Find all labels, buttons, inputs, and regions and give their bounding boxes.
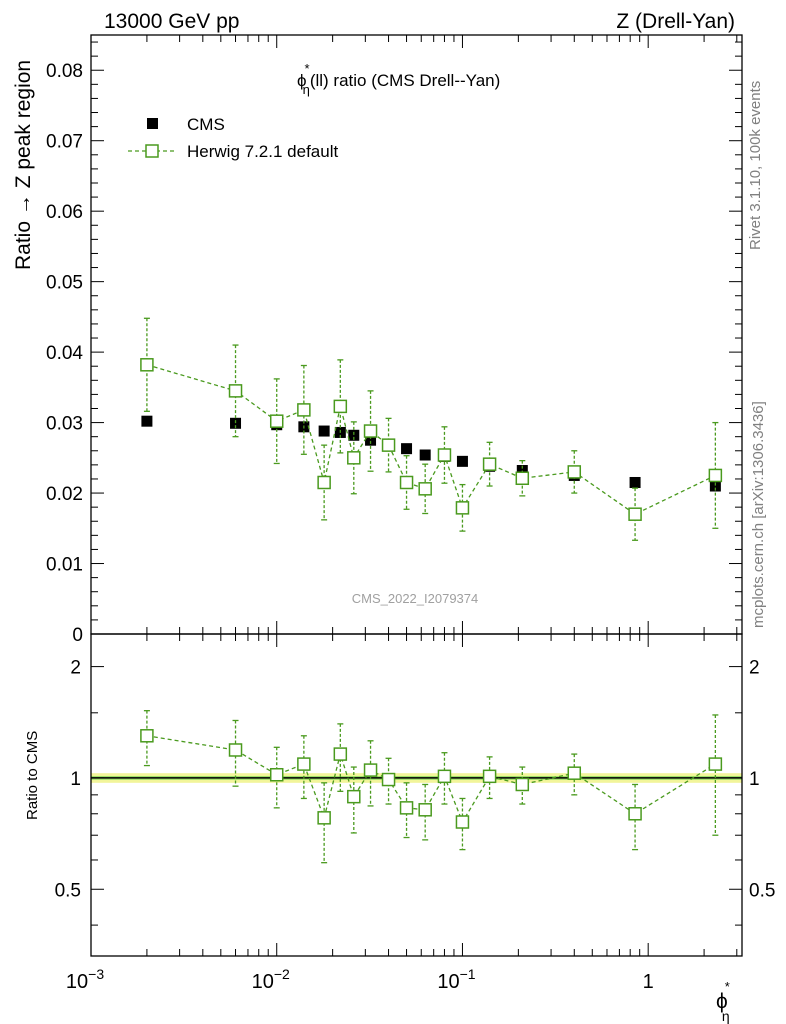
- xtick-label-base: 1: [643, 971, 654, 993]
- main-ylabel: Ratio → Z peak region: [12, 60, 35, 270]
- cms-data-point: [141, 415, 153, 427]
- xtick-label: 10−1: [437, 966, 475, 993]
- ratio-mc-point: [363, 763, 378, 777]
- xtick-label: 10−2: [252, 966, 290, 993]
- main-ytick-label: 0.06: [46, 202, 83, 223]
- cms-data-point: [629, 476, 641, 488]
- ratio-mc-point: [399, 801, 414, 815]
- main-mc-point: [317, 475, 331, 490]
- main-ytick-label: 0.01: [46, 555, 83, 576]
- cms-data-point: [456, 455, 468, 467]
- main-mc-point: [482, 457, 497, 471]
- ratio-panel: 0.5 0.51 12 210−3 10−2 10−1 1: [55, 633, 775, 993]
- legend-label-mc: Herwig 7.2.1 default: [187, 142, 338, 161]
- ratio-ytick-label-right: 2: [749, 658, 760, 679]
- cms-data-point: [709, 480, 721, 492]
- ratio-ytick-label: 1: [70, 769, 81, 790]
- main-mc-point: [567, 465, 582, 479]
- main-mc-point: [333, 399, 348, 414]
- ratio-ytick-label-right: 1: [749, 769, 760, 790]
- title-sub: η: [303, 82, 310, 97]
- xtick-label-exponent: −1: [460, 966, 476, 982]
- main-mc-point: [228, 384, 243, 398]
- main-mc-point: [347, 451, 361, 465]
- ratio-mc-point: [515, 777, 530, 792]
- xtick-label-exponent: −3: [88, 966, 104, 982]
- ratio-mc-point: [228, 743, 243, 757]
- main-ytick-label: 0: [72, 625, 83, 646]
- cms-data-point: [348, 429, 360, 441]
- main-mc-point: [269, 414, 284, 428]
- main-ytick-label: 0.02: [46, 484, 83, 505]
- main-ytick-label: 0.03: [46, 414, 83, 435]
- ratio-ylabel: Ratio to CMS: [24, 731, 41, 820]
- main-ytick-label: 0.08: [46, 61, 83, 82]
- ratio-ytick-label-right: 0.5: [749, 880, 775, 901]
- main-mc-point: [297, 403, 311, 417]
- legend-marker-mc: [145, 144, 159, 158]
- main-mc-point: [140, 358, 154, 372]
- ratio-mc-point: [708, 757, 723, 771]
- title-rest: (ll) ratio (CMS Drell--Yan): [310, 71, 500, 90]
- xtick-label-base: 10: [66, 971, 88, 993]
- cms-data-point: [401, 443, 413, 455]
- main-mc-point: [515, 471, 530, 486]
- xtick-label-base: 10: [252, 971, 274, 993]
- ratio-mc-point: [140, 729, 154, 743]
- cms-data-point: [419, 449, 431, 461]
- legend-marker-cms: [147, 118, 158, 129]
- rivet-label: Rivet 3.1.10, 100k events: [747, 81, 764, 250]
- ratio-mc-point: [628, 807, 642, 821]
- xlabel-sup: *: [725, 979, 730, 994]
- ratio-mc-point: [437, 769, 452, 784]
- chart-title: ϕ* η(ll) ratio (CMS Drell--Yan): [297, 61, 500, 97]
- ratio-mc-point: [381, 772, 396, 787]
- ratio-mc-point: [482, 769, 497, 784]
- x-axis-label: ϕ* η: [716, 979, 730, 1024]
- xtick-label-exponent: −2: [274, 966, 290, 982]
- ratio-mc-point: [567, 766, 582, 780]
- main-mc-point: [399, 475, 414, 490]
- xtick-label: 1: [643, 971, 654, 993]
- ratio-mc-point: [297, 757, 311, 771]
- main-ytick-label: 0.05: [46, 273, 83, 294]
- legend: CMS Herwig 7.2.1 default: [128, 115, 338, 161]
- ratio-mc-point: [333, 747, 348, 761]
- header-right: Z (Drell-Yan): [616, 10, 735, 33]
- ratio-mc-point: [418, 803, 432, 817]
- main-mc-point: [363, 424, 378, 438]
- ratio-frame: [90, 633, 743, 957]
- ratio-mc-point: [317, 811, 331, 825]
- cms-data-point: [516, 465, 528, 477]
- source-label: mcplots.cern.ch [arXiv:1306.3436]: [750, 401, 767, 628]
- xlabel-sub: η: [722, 1008, 730, 1024]
- title-sup: *: [305, 61, 310, 76]
- header-left: 13000 GeV pp: [104, 10, 239, 33]
- main-mc-point: [381, 438, 396, 452]
- cms-data-point: [318, 425, 330, 437]
- ratio-ytick-label: 2: [70, 658, 81, 679]
- ratio-mc-point: [455, 815, 470, 829]
- legend-label-cms: CMS: [187, 115, 225, 134]
- title-phi: ϕ: [297, 71, 307, 90]
- xtick-label: 10−3: [66, 966, 104, 993]
- main-mc-point: [628, 507, 642, 521]
- main-ytick-label: 0.04: [46, 343, 83, 364]
- xtick-label-base: 10: [437, 971, 459, 993]
- main-mc-point: [437, 448, 452, 462]
- ratio-mc-point: [269, 767, 284, 782]
- main-panel: 0 0.01 0.02 0.03 0.04 0.05 0.06 0.07 0.08: [46, 34, 743, 646]
- analysis-watermark: CMS_2022_I2079374: [352, 591, 479, 606]
- ratio-ytick-label: 0.5: [55, 880, 81, 901]
- main-ytick-label: 0.07: [46, 132, 83, 153]
- cms-data-point: [230, 417, 242, 429]
- xlabel-phi: ϕ: [716, 990, 728, 1013]
- main-mc-point: [455, 501, 470, 515]
- main-mc-point: [708, 468, 723, 483]
- main-mc-point: [418, 482, 432, 496]
- ratio-mc-point: [347, 789, 361, 804]
- cms-data-point: [365, 434, 377, 446]
